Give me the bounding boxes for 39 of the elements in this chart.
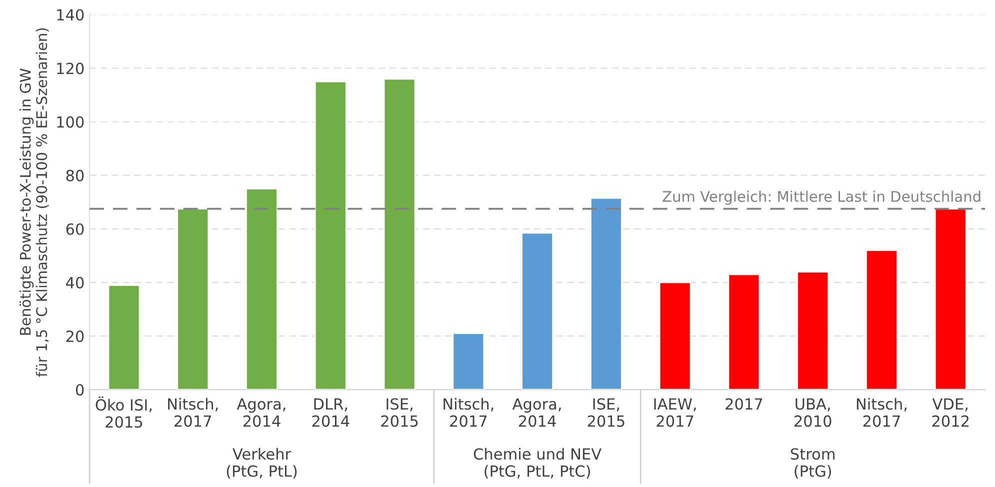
bar (108, 284, 140, 390)
text: Verkehr (PtG, PtL) (226, 448, 297, 479)
y-tick-label: 20 (66, 330, 84, 342)
y-tick-label: 40 (66, 276, 84, 288)
x-tick-label: Nitsch, 2017 (856, 398, 907, 427)
y-tick-label: 80 (66, 170, 84, 182)
y-tick-label: 60 (66, 223, 84, 235)
text: Strom (PtG) (790, 448, 834, 479)
y-axis-title: Benötigte Power-to-X-Leistung in GW für 1,5 °C Klimaschutz (90-100 % EE-Szenarien) (20, 28, 49, 377)
ref-line-label: Zum Vergleich: Mittlere Last in Deutschland (662, 190, 980, 205)
x-tick-label: IAEW, 2017 (654, 398, 696, 427)
x-tick-label: 2017 (726, 398, 762, 410)
x-tick-label: ISE, 2015 (588, 398, 624, 427)
text: Chemie und NEV (PtG, PtL, PtC) (474, 448, 602, 479)
bar (246, 188, 278, 390)
x-tick-label: Agora, 2014 (236, 398, 286, 427)
bar (728, 274, 760, 390)
bar (796, 271, 830, 390)
y-tick-label: 0 (76, 384, 84, 396)
bar (383, 78, 416, 390)
bar (314, 80, 347, 390)
x-tick-label: Öko ISI, 2015 (96, 396, 152, 428)
bar (176, 208, 210, 390)
y-tick-label: 140 (57, 9, 84, 21)
bar (521, 232, 554, 390)
x-tick-label: DLR, 2014 (312, 398, 350, 427)
bar (934, 208, 967, 390)
bar (658, 282, 692, 390)
x-tick-label: Nitsch, 2017 (444, 398, 494, 427)
y-tick-label: 100 (57, 116, 84, 128)
bar (590, 197, 622, 390)
x-tick-label: Agora, 2014 (512, 398, 561, 427)
bar (866, 250, 898, 390)
x-tick-label: UBA, 2010 (794, 398, 832, 427)
y-tick-label: 120 (57, 62, 84, 74)
bar (452, 332, 485, 390)
x-tick-label: ISE, 2015 (381, 398, 418, 427)
x-tick-label: VDE, 2012 (932, 398, 969, 427)
x-tick-label: Nitsch, 2017 (168, 398, 218, 427)
